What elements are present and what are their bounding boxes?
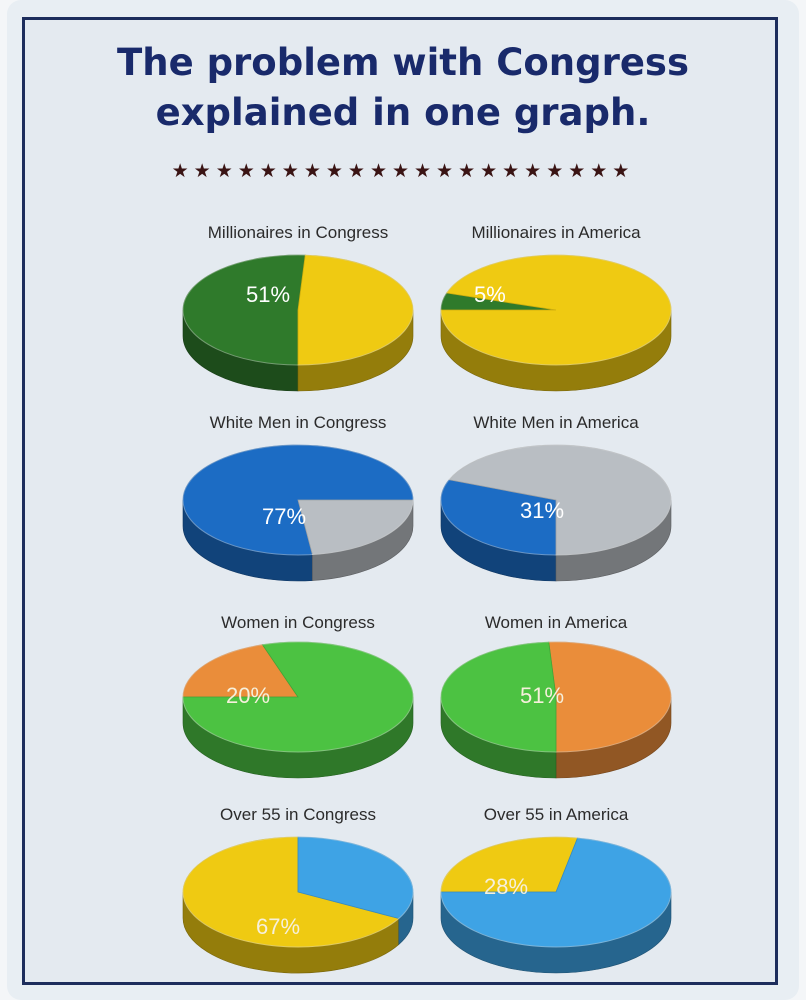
pie-rim	[182, 836, 414, 948]
pie-chart-7: Over 55 in Congress 67%	[182, 805, 414, 974]
chart-title: Women in America	[485, 613, 628, 632]
pie-slice-label: 5%	[474, 282, 506, 307]
title-line-1: The problem with Congress	[117, 41, 689, 84]
pie-slice	[548, 641, 672, 753]
chart-title: White Men in Congress	[210, 413, 387, 432]
pie-slice	[297, 499, 414, 555]
chart-title: Over 55 in Congress	[220, 805, 376, 824]
pie-slice-label: 31%	[520, 498, 564, 523]
pie-rim	[182, 444, 414, 556]
pie-slice-label: 77%	[262, 504, 306, 529]
chart-title: Millionaires in America	[471, 223, 641, 242]
pie-chart-1: Millionaires in Congress 51%	[182, 223, 414, 392]
title-line-2: explained in one graph.	[155, 91, 651, 134]
pie-slice	[440, 641, 557, 753]
pie-slice-label: 67%	[256, 914, 300, 939]
pie-chart-3: White Men in Congress 77%	[182, 413, 414, 582]
chart-title: Millionaires in Congress	[208, 223, 388, 242]
pie-slice	[440, 254, 672, 366]
pie-rim	[440, 836, 672, 948]
pie-slice	[440, 479, 557, 556]
pie-chart-4: White Men in America 31%	[440, 413, 672, 582]
pie-rim	[440, 641, 672, 753]
pie-chart-2: Millionaires in America 5%	[440, 223, 672, 392]
pie-rim	[440, 254, 672, 366]
chart-title: Women in Congress	[221, 613, 375, 632]
pie-slice-label: 51%	[246, 282, 290, 307]
pie-slice-label: 28%	[484, 874, 528, 899]
pie-chart-6: Women in America 51%	[440, 613, 672, 779]
pie-chart-5: Women in Congress 20%	[182, 613, 414, 779]
star-divider: ★★★★★★★★★★★★★★★★★★★★★	[171, 160, 635, 182]
pie-slice	[182, 644, 299, 698]
pie-chart-8: Over 55 in America 28%	[440, 805, 672, 974]
pie-slice	[182, 836, 400, 948]
pie-slice	[448, 444, 672, 556]
pie-rim	[440, 444, 672, 556]
pie-slice	[440, 836, 579, 893]
pie-slice-label: 51%	[520, 683, 564, 708]
pie-slice	[182, 254, 306, 366]
pie-slice-label: 20%	[226, 683, 270, 708]
pie-slice	[297, 836, 414, 919]
pie-rim	[182, 254, 414, 366]
pie-slice	[297, 254, 414, 366]
chart-title: Over 55 in America	[484, 805, 629, 824]
page-title: The problem with Congress explained in o…	[0, 38, 806, 138]
pie-rim	[182, 641, 414, 753]
pie-slice	[182, 641, 414, 753]
pie-slice	[440, 837, 672, 948]
chart-title: White Men in America	[473, 413, 639, 432]
